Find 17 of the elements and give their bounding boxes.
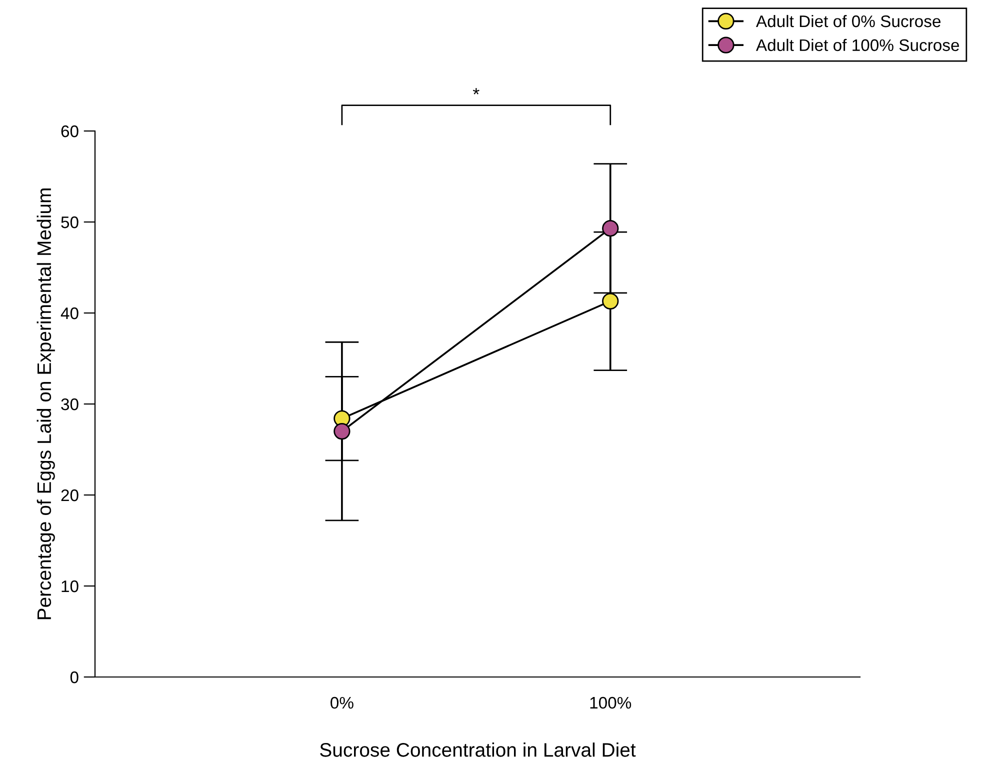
y-tick-label: 20 [61,489,78,502]
y-tick-label: 0 [70,671,78,684]
text: * [472,88,480,94]
y-axis-title: Percentage of Eggs Laid on Experimental Medium [36,188,55,620]
point [602,220,619,237]
x-tick-label: 0% [330,696,354,709]
point [334,422,350,440]
point [602,292,619,310]
y-tick-label: 30 [61,398,78,410]
y-tick-label: 60 [61,125,78,138]
y-tick-label: 50 [61,216,78,228]
legend-label: Adult Diet of 0% Sucrose [756,14,940,28]
x-tick-label: 100% [590,696,632,709]
y-tick-label: 10 [62,580,78,592]
y-tick-label: 40 [60,307,78,320]
legend-label: Adult Diet of 100% Sucrose [756,38,960,52]
x-axis-title: Sucrose Concentration in Larval Diet [320,742,636,757]
